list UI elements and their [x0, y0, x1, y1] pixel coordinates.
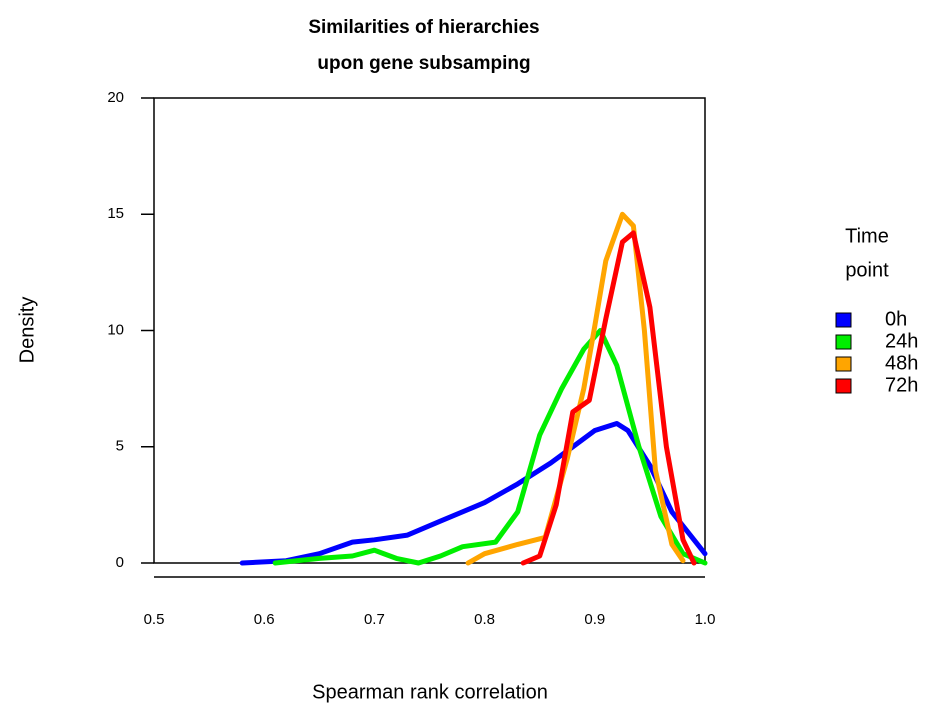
- x-axis-label: Spearman rank correlation: [312, 681, 548, 703]
- y-tick-label: 10: [107, 321, 124, 338]
- x-tick-label: 1.0: [695, 611, 716, 628]
- density-line: [520, 230, 697, 566]
- legend-label: 0h: [885, 308, 907, 330]
- legend-label: 48h: [885, 352, 918, 374]
- legend-title: point: [845, 259, 889, 281]
- legend-swatch: [835, 334, 852, 350]
- legend-swatch: [835, 356, 852, 372]
- legend-swatch: [835, 312, 852, 328]
- legend-swatch: [835, 378, 852, 394]
- plot-box: [153, 97, 706, 564]
- y-tick-label: 15: [107, 205, 124, 222]
- legend-label: 72h: [885, 374, 918, 396]
- density-line: [272, 328, 708, 566]
- x-tick-label: 0.8: [474, 611, 495, 628]
- legend-label: 24h: [885, 330, 918, 352]
- x-tick-label: 0.6: [254, 611, 275, 628]
- x-tick-label: 0.5: [144, 611, 165, 628]
- chart-title: upon gene subsamping: [317, 53, 530, 74]
- y-tick-label: 20: [107, 89, 124, 106]
- density-line: [239, 421, 708, 566]
- x-tick-label: 0.7: [364, 611, 385, 628]
- y-axis-label: Density: [16, 297, 38, 364]
- legend-title: Time: [845, 225, 889, 247]
- chart-title: Similarities of hierarchies: [308, 17, 539, 38]
- density-line: [465, 211, 686, 566]
- y-tick-label: 0: [116, 554, 124, 571]
- y-tick-label: 5: [116, 438, 124, 455]
- x-tick-label: 0.9: [584, 611, 605, 628]
